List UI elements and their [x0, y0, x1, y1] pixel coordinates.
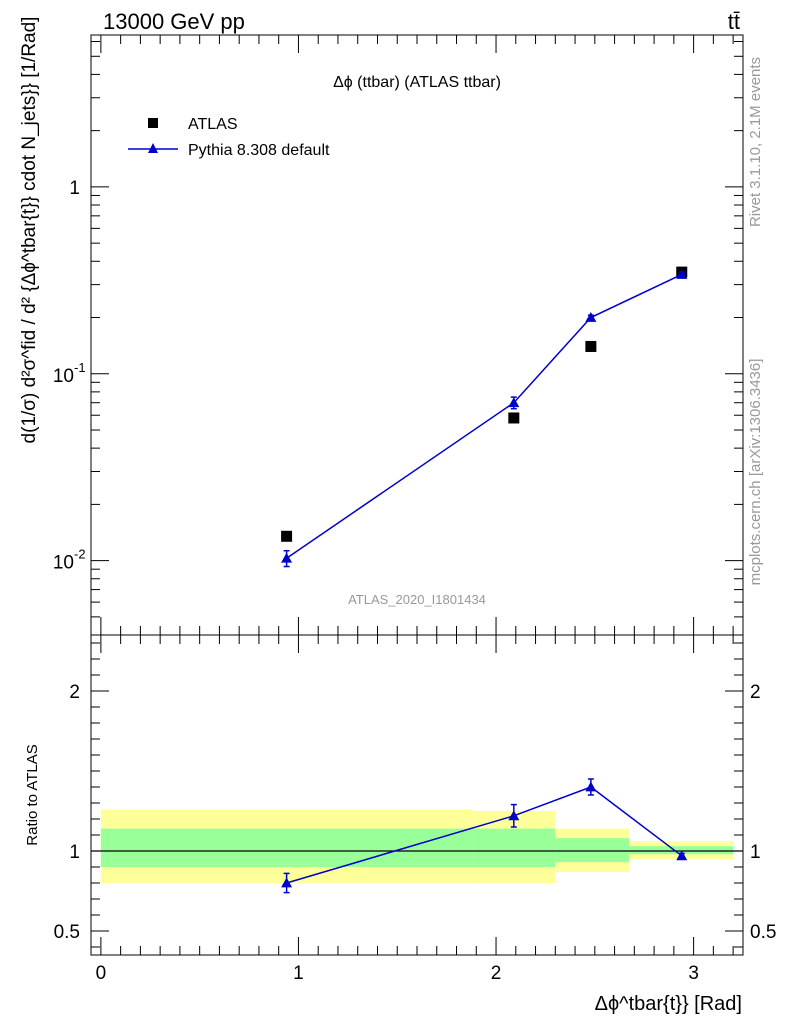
x-axis-label: Δϕ^tbar{t}} [Rad] — [595, 993, 742, 1015]
ratio-y-tick-label-left: 2 — [69, 682, 80, 703]
main-y-tick-label-base: 10 — [53, 366, 74, 387]
main-x-ticks — [100, 35, 734, 635]
ratio-band-inner — [473, 828, 556, 867]
ratio-plot-content — [91, 778, 743, 894]
ratio-x-tick-label: 1 — [293, 963, 304, 984]
legend-marker-pythia — [148, 143, 158, 153]
watermark-analysis: ATLAS_2020_I1801434 — [348, 592, 486, 607]
ratio-panel: 0.5 0.5 1 1 2 2 0 1 2 3 Ratio to ATLAS Δϕ^tbar{t… — [24, 634, 776, 1015]
ratio-frame — [90, 634, 744, 956]
data-point-atlas — [585, 340, 597, 352]
ratio-band-inner — [555, 838, 630, 863]
main-y-tick-label: 10 -1 — [53, 360, 86, 387]
main-y-ticks: 10 -210 -11 — [53, 40, 743, 636]
ratio-y-tick-label-left: 1 — [69, 842, 80, 863]
process-label: tt̄ — [728, 9, 740, 34]
main-panel: 10 -210 -11 Δϕ (ttbar) (ATLAS ttbar) ATLAS… — [19, 17, 744, 636]
main-mc-point — [508, 397, 520, 408]
ratio-mc-point — [585, 781, 597, 792]
ratio-mc-point — [281, 877, 293, 888]
main-y-tick-label-base: 10 — [53, 553, 74, 574]
legend-label-atlas: ATLAS — [188, 116, 238, 133]
main-y-tick-label: 1 — [69, 178, 80, 199]
ratio-mc-point — [508, 810, 520, 821]
main-mc-line — [286, 273, 683, 559]
main-y-tick-label: 10 -2 — [53, 547, 86, 574]
main-plot-content — [281, 266, 688, 568]
data-point-atlas — [508, 412, 520, 424]
mcplots-label: mcplots.cern.ch [arXiv:1306.3436] — [747, 359, 764, 586]
ratio-y-ticks: 0.5 0.5 1 1 2 2 — [54, 642, 776, 948]
ratio-y-tick-label-right: 0.5 — [750, 922, 776, 943]
ratio-y-tick-label-left: 0.5 — [54, 922, 80, 943]
main-mc-point — [676, 268, 688, 279]
ratio-band-inner — [629, 846, 734, 855]
main-y-tick-label-text: 1 — [69, 178, 80, 199]
ratio-y-tick-label-right: 2 — [750, 682, 761, 703]
energy-label: 13000 GeV pp — [103, 9, 245, 34]
main-y-axis-label: d(1/σ) d²σ^fid / d² {Δϕ^tbar{t}} cdot N_… — [19, 17, 40, 444]
ratio-mc-line — [286, 786, 683, 884]
data-point-atlas — [281, 530, 293, 542]
ratio-x-tick-label: 0 — [96, 963, 107, 984]
ratio-y-axis-label: Ratio to ATLAS — [24, 744, 41, 845]
main-y-tick-label-exp: -2 — [74, 547, 86, 562]
ratio-mc-point — [676, 850, 688, 861]
plot-title: Δϕ (ttbar) (ATLAS ttbar) — [333, 74, 501, 91]
legend-label-pythia: Pythia 8.308 default — [188, 142, 330, 159]
ratio-x-ticks: 0 1 2 3 — [96, 635, 734, 984]
rivet-label: Rivet 3.1.10, 2.1M events — [747, 57, 764, 227]
legend: ATLAS Pythia 8.308 default — [128, 116, 330, 159]
main-mc-point — [281, 552, 293, 563]
ratio-x-tick-label: 2 — [491, 963, 502, 984]
ratio-y-tick-label-right: 1 — [750, 842, 761, 863]
legend-marker-atlas — [148, 118, 158, 128]
main-mc-point — [585, 312, 597, 322]
ratio-band-inner — [100, 828, 474, 867]
main-y-tick-label-exp: -1 — [74, 360, 86, 375]
ratio-x-tick-label: 3 — [688, 963, 699, 984]
